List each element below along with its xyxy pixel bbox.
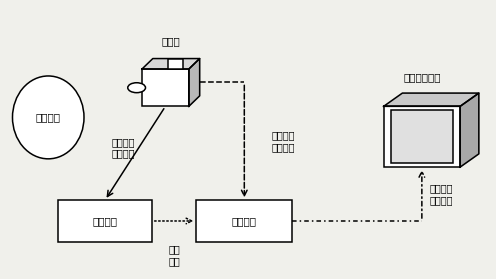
Text: 计算机显示器: 计算机显示器 <box>403 72 440 82</box>
Bar <box>58 200 152 242</box>
Text: 摄像机: 摄像机 <box>161 36 180 46</box>
Text: 真实场景
视频图像: 真实场景 视频图像 <box>271 131 295 152</box>
Circle shape <box>128 83 145 93</box>
Text: 真实世界: 真实世界 <box>36 112 61 122</box>
Bar <box>391 110 453 163</box>
Text: 视频合成: 视频合成 <box>232 216 257 226</box>
Text: 虚拟
物体: 虚拟 物体 <box>168 244 180 266</box>
Polygon shape <box>460 93 479 167</box>
Ellipse shape <box>12 76 84 159</box>
Text: 增强场景
视频图像: 增强场景 视频图像 <box>429 183 453 205</box>
Polygon shape <box>383 93 479 106</box>
Text: 摄像机的
方位信息: 摄像机的 方位信息 <box>112 137 135 158</box>
Bar <box>168 59 183 69</box>
Bar <box>142 69 189 106</box>
Bar <box>196 200 292 242</box>
Polygon shape <box>142 59 200 69</box>
Bar <box>383 106 460 167</box>
Text: 图形系统: 图形系统 <box>92 216 118 226</box>
Polygon shape <box>189 59 200 106</box>
